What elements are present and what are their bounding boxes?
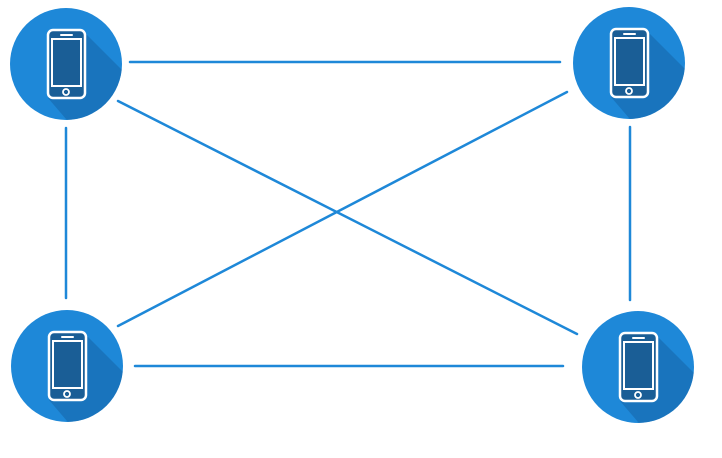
node-bottom-left [11,310,123,422]
smartphone-icon [46,28,87,100]
smartphone-icon [618,331,659,403]
node-bottom-right [582,311,694,423]
smartphone-icon [609,27,650,99]
node-top-right [573,7,685,119]
links [64,60,632,368]
node-top-left [10,8,122,120]
link-diagonal-tl-br [116,99,579,336]
link-diagonal-tr-bl [116,90,569,328]
smartphone-icon [47,330,88,402]
